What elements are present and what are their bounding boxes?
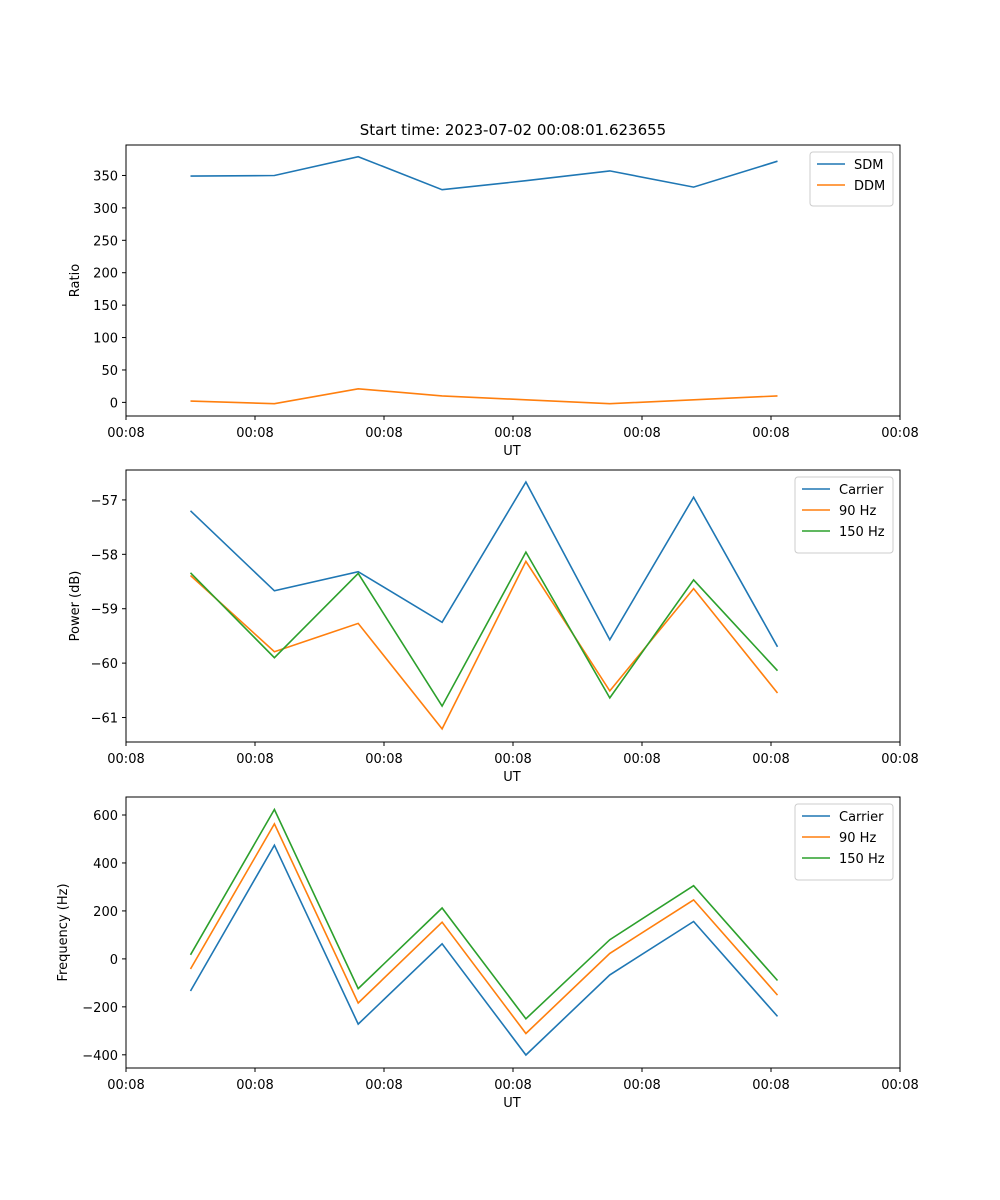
subplot-1: 0 50 100 150 200 250 300 350 00:08 00:08 00:08 00:0…	[68, 144, 919, 459]
legend-label: DDM	[854, 179, 885, 194]
y-tick-label: −61	[91, 712, 118, 727]
axes-frame	[125, 796, 901, 1069]
legend-box	[794, 803, 894, 881]
series-line-ddm	[190, 387, 778, 405]
x-tick-label: 00:08	[623, 1078, 660, 1093]
x-tick-label: 00:08	[365, 1078, 402, 1093]
x-tick-label: 00:08	[881, 426, 918, 441]
y-tick-label: −200	[82, 1001, 118, 1016]
y-tick-label: 300	[93, 202, 118, 217]
plots: 0 50 100 150 200 250 300 350 00:08 00:08 00:08 00:0…	[56, 144, 919, 1111]
series-line-sdm	[190, 155, 778, 191]
series-line-150-hz	[189, 807, 779, 1020]
figure-title: Start time: 2023-07-02 00:08:01.623655	[360, 121, 666, 139]
legend-box	[809, 151, 894, 207]
x-tick-label: 00:08	[236, 1078, 273, 1093]
y-tick-label: −60	[91, 657, 118, 672]
y-tick-label: 250	[93, 234, 118, 249]
legend-label: 90 Hz	[839, 504, 876, 519]
series-line-150-hz	[189, 550, 779, 708]
x-tick-label: 00:08	[623, 426, 660, 441]
series-line-carrier	[189, 480, 779, 648]
x-tick-label: 00:08	[752, 426, 789, 441]
y-tick-label: 200	[93, 905, 118, 920]
y-tick-label: −57	[91, 494, 118, 509]
axes-frame	[125, 469, 901, 743]
x-tick-label: 00:08	[494, 1078, 531, 1093]
legend-label: SDM	[854, 158, 883, 173]
y-tick-label: 150	[93, 299, 118, 314]
legend-label: 150 Hz	[839, 852, 885, 867]
x-tick-label: 00:08	[236, 426, 273, 441]
y-axis-label: Power (dB)	[68, 571, 83, 642]
legend-label: Carrier	[839, 810, 884, 825]
x-tick-label: 00:08	[365, 426, 402, 441]
x-tick-label: 00:08	[623, 752, 660, 767]
x-axis-label: UT	[503, 444, 521, 459]
series-line-carrier	[189, 843, 779, 1057]
legend-box	[794, 476, 894, 554]
x-tick-label: 00:08	[107, 1078, 144, 1093]
y-tick-label: 0	[110, 953, 118, 968]
x-tick-label: 00:08	[494, 752, 531, 767]
y-tick-label: −58	[91, 548, 118, 563]
y-tick-label: 400	[93, 857, 118, 872]
x-tick-label: 00:08	[365, 752, 402, 767]
y-tick-label: −400	[82, 1049, 118, 1064]
x-tick-label: 00:08	[236, 752, 273, 767]
legend-label: 90 Hz	[839, 831, 876, 846]
y-tick-label: 350	[93, 169, 118, 184]
x-axis-label: UT	[503, 770, 521, 785]
y-tick-label: 0	[110, 396, 118, 411]
x-tick-label: 00:08	[107, 752, 144, 767]
series-line-90-hz	[189, 559, 779, 731]
series-line-90-hz	[189, 822, 779, 1035]
y-tick-label: 100	[93, 332, 118, 347]
legend: Carrier 90 Hz 150 Hz	[794, 476, 894, 554]
x-tick-label: 00:08	[494, 426, 531, 441]
subplot-3: −400 −200 0 200 400 600 00:08 00:08 00:08 00:08 00…	[56, 796, 919, 1111]
subplot-2: −61 −60 −59 −58 −57 00:08 00:08 00:08 00:08 00:08…	[68, 469, 919, 785]
x-tick-label: 00:08	[752, 752, 789, 767]
legend-label: Carrier	[839, 483, 884, 498]
y-tick-label: −59	[91, 603, 118, 618]
legend: SDM DDM	[809, 151, 894, 207]
y-tick-label: 50	[101, 364, 118, 379]
y-tick-label: 600	[93, 809, 118, 824]
y-tick-label: 200	[93, 267, 118, 282]
x-tick-label: 00:08	[107, 426, 144, 441]
x-tick-label: 00:08	[881, 752, 918, 767]
axes-frame	[125, 144, 901, 417]
x-axis-label: UT	[503, 1096, 521, 1111]
legend: Carrier 90 Hz 150 Hz	[794, 803, 894, 881]
y-axis-label: Frequency (Hz)	[56, 883, 71, 981]
x-tick-label: 00:08	[881, 1078, 918, 1093]
legend-label: 150 Hz	[839, 525, 885, 540]
y-axis-label: Ratio	[68, 264, 83, 297]
x-tick-label: 00:08	[752, 1078, 789, 1093]
